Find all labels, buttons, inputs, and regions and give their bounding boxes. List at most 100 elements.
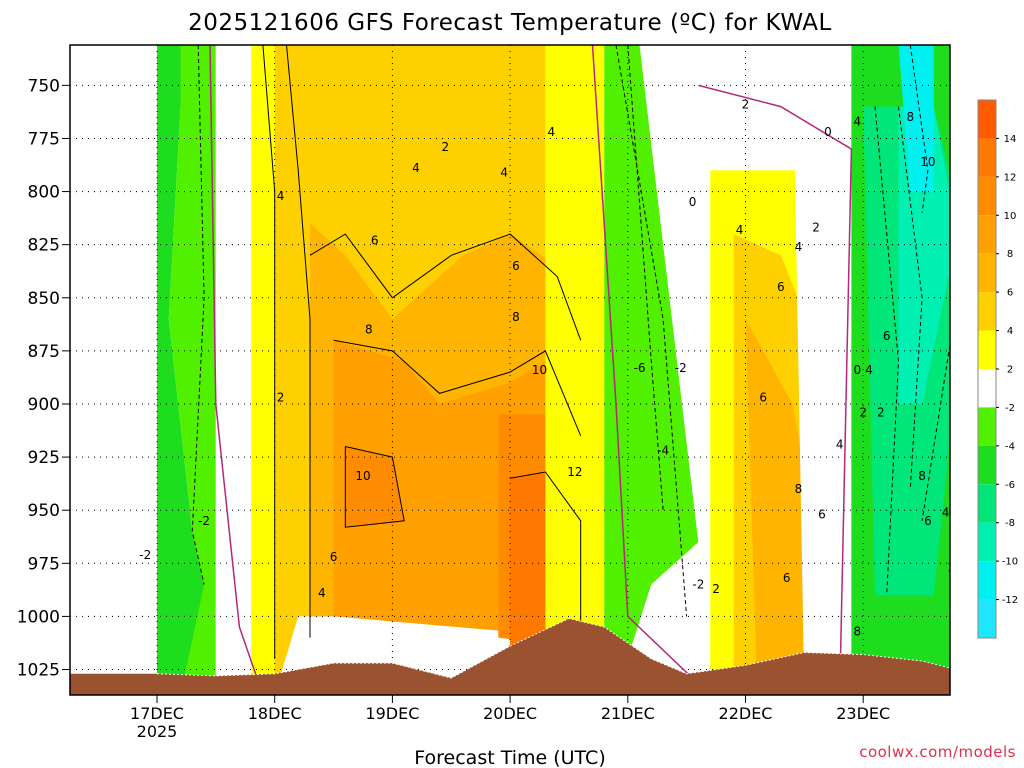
colorbar-swatch-6 xyxy=(978,253,996,293)
contour-line-0 xyxy=(262,45,276,659)
contour-label-44: 6 xyxy=(954,248,962,262)
contour-line-8 xyxy=(698,84,853,695)
contour-label-57: 0 xyxy=(971,677,979,691)
colorbar-tick-label-4: 4 xyxy=(1007,326,1013,337)
colorbar-swatch-14 xyxy=(978,100,996,139)
contour-label-37: 4 xyxy=(865,363,873,377)
y-tick-label-950: 950 xyxy=(28,501,60,521)
surface-line xyxy=(156,617,950,679)
x-tick-label-17DEC: 17DEC xyxy=(130,704,184,723)
y-tick-label-825: 825 xyxy=(28,236,60,256)
colorbar-tick-label-2: 2 xyxy=(1007,365,1013,376)
colorbar: 14 12 10 8 6 4 2 -2 -4 -6 -8 -10 -12 xyxy=(977,99,1018,639)
y-tick-label-775: 775 xyxy=(28,129,60,149)
contour-line-14 xyxy=(874,106,900,596)
y-tick-label-750: 750 xyxy=(28,76,60,96)
colorbar-swatch-10 xyxy=(978,176,996,216)
y-tick-label-1025: 1025 xyxy=(17,661,60,681)
contour-label-27: 2 xyxy=(812,221,820,235)
contour-label-1: 2 xyxy=(277,391,285,405)
colorbar-swatch--4 xyxy=(978,407,996,446)
contour-label-4: 6 xyxy=(371,233,379,247)
contour-label-33: 8 xyxy=(853,624,861,638)
contour-label-14: 12 xyxy=(567,465,582,479)
colorbar-swatch--6 xyxy=(978,445,996,485)
contour-label-34: 0 xyxy=(824,125,832,139)
contour-line-15 xyxy=(898,106,923,490)
colorbar-swatch-4 xyxy=(978,292,996,331)
x-tick-label-19DEC: 19DEC xyxy=(365,704,419,723)
temperature-fill-regions xyxy=(157,45,950,695)
temperature-region-1 xyxy=(168,45,216,695)
y-axis: 750 775 800 825 850 875 900 925 950 975 1000 1025 xyxy=(17,76,70,681)
terrain xyxy=(70,618,950,695)
contour-label-11: 8 xyxy=(512,310,520,324)
temperature-region-2 xyxy=(215,45,252,695)
contour-label-25: 6 xyxy=(777,280,785,294)
contour-label-47: 6 xyxy=(924,514,932,528)
contour-line-3 xyxy=(333,339,582,436)
contour-label-23: 2 xyxy=(742,97,750,111)
colorbar-swatch--12 xyxy=(978,561,996,600)
colorbar-swatch--2 xyxy=(978,369,996,408)
contour-line-10 xyxy=(191,45,205,585)
contour-line-5 xyxy=(510,471,582,649)
contour-label-9: 4 xyxy=(500,165,508,179)
colorbar-swatch-8 xyxy=(978,215,996,254)
contour-label-6: 10 xyxy=(355,469,370,483)
contour-line-4 xyxy=(344,446,405,528)
colorbar-tick-label--4: -4 xyxy=(1005,441,1015,452)
temperature-region-10 xyxy=(545,45,605,649)
colorbar-swatch-12 xyxy=(978,138,996,177)
temperature-contours xyxy=(191,45,950,695)
contour-label-13: 10 xyxy=(532,363,547,377)
colorbar-tick-label--2: -2 xyxy=(1005,403,1015,414)
contour-label-28: 6 xyxy=(759,391,767,405)
contour-label-30: 6 xyxy=(818,507,826,521)
colorbar-tick-label-6: 6 xyxy=(1007,288,1013,299)
colorbar-tick-label-8: 8 xyxy=(1007,249,1013,260)
contour-label-51: 4 xyxy=(995,63,1003,77)
contour-label-18: -2 xyxy=(675,361,687,375)
contour-label-38: 2 xyxy=(859,405,867,419)
temperature-region-12 xyxy=(616,45,734,695)
y-tick-label-1000: 1000 xyxy=(17,607,60,627)
x-tick-label-22DEC: 22DEC xyxy=(719,704,773,723)
credit-text: coolwx.com/models xyxy=(859,743,1016,761)
contour-label-31: 6 xyxy=(783,571,791,585)
contour-label-35: 4 xyxy=(853,114,861,128)
contour-label-3: 4 xyxy=(318,586,326,600)
contour-label-32: 4 xyxy=(836,437,844,451)
contour-label-39: 2 xyxy=(877,405,885,419)
y-tick-label-800: 800 xyxy=(28,183,60,203)
contour-label-43: 8 xyxy=(954,163,962,177)
colorbar-tick-label--8: -8 xyxy=(1005,518,1015,529)
colorbar-tick-label-12: 12 xyxy=(1004,172,1017,183)
contour-label-21: -2 xyxy=(692,578,704,592)
contour-label-19: -4 xyxy=(657,444,669,458)
contour-label-10: 6 xyxy=(512,259,520,273)
y-tick-label-925: 925 xyxy=(28,448,60,468)
x-tick-label-23DEC: 23DEC xyxy=(836,704,890,723)
colorbar-swatch--14 xyxy=(978,599,996,638)
temperature-region-16 xyxy=(792,45,852,695)
contour-line-12 xyxy=(627,45,664,511)
x-axis-year: 2025 xyxy=(137,722,178,741)
contour-line-2 xyxy=(309,233,582,341)
terrain-group xyxy=(70,617,950,695)
contour-label-5: 8 xyxy=(365,323,373,337)
contour-label-8: 2 xyxy=(442,140,450,154)
contour-label-0: 4 xyxy=(277,189,285,203)
contour-label-56: 0 xyxy=(1018,518,1024,532)
temperature-region-20 xyxy=(898,45,934,192)
colorbar-swatch--10 xyxy=(978,522,996,562)
contour-label-17: -6 xyxy=(634,361,646,375)
contour-label-20: 0 xyxy=(689,195,697,209)
colorbar-tick-label--12: -12 xyxy=(1002,595,1018,606)
x-tick-label-21DEC: 21DEC xyxy=(601,704,655,723)
contour-label-2: 6 xyxy=(330,550,338,564)
contour-label-15: -2 xyxy=(139,548,151,562)
